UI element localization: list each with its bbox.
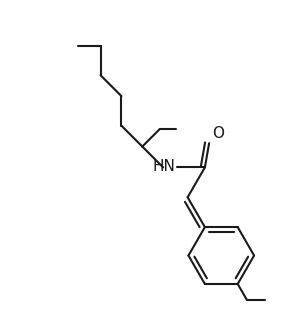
Text: HN: HN <box>152 159 175 174</box>
Text: O: O <box>212 126 224 141</box>
